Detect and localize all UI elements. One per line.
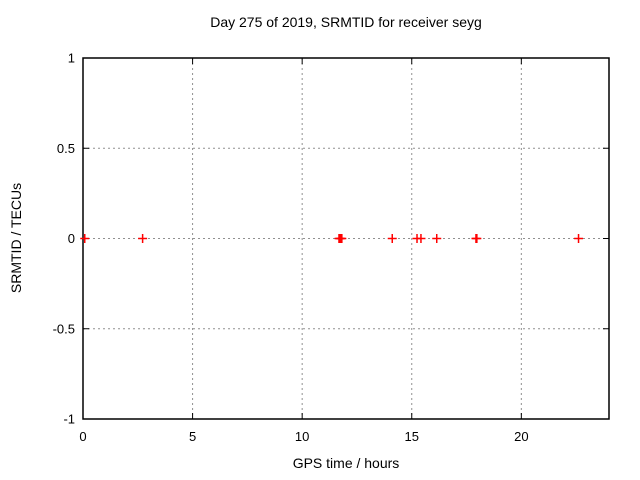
- x-tick-label: 0: [79, 429, 86, 444]
- y-tick-label: 0: [68, 231, 75, 246]
- y-tick-label: -1: [63, 412, 75, 427]
- y-tick-label: 1: [68, 51, 75, 66]
- y-tick-label: 0.5: [57, 141, 75, 156]
- x-axis-label: GPS time / hours: [292, 455, 400, 471]
- x-tick-label: 15: [405, 429, 419, 444]
- y-axis-label: SRMTID / TECUs: [8, 182, 24, 294]
- x-tick-label: 20: [514, 429, 528, 444]
- chart-title: Day 275 of 2019, SRMTID for receiver sey…: [210, 14, 482, 30]
- x-tick-label: 10: [295, 429, 309, 444]
- x-tick-label: 5: [189, 429, 196, 444]
- y-tick-label: -0.5: [53, 321, 75, 336]
